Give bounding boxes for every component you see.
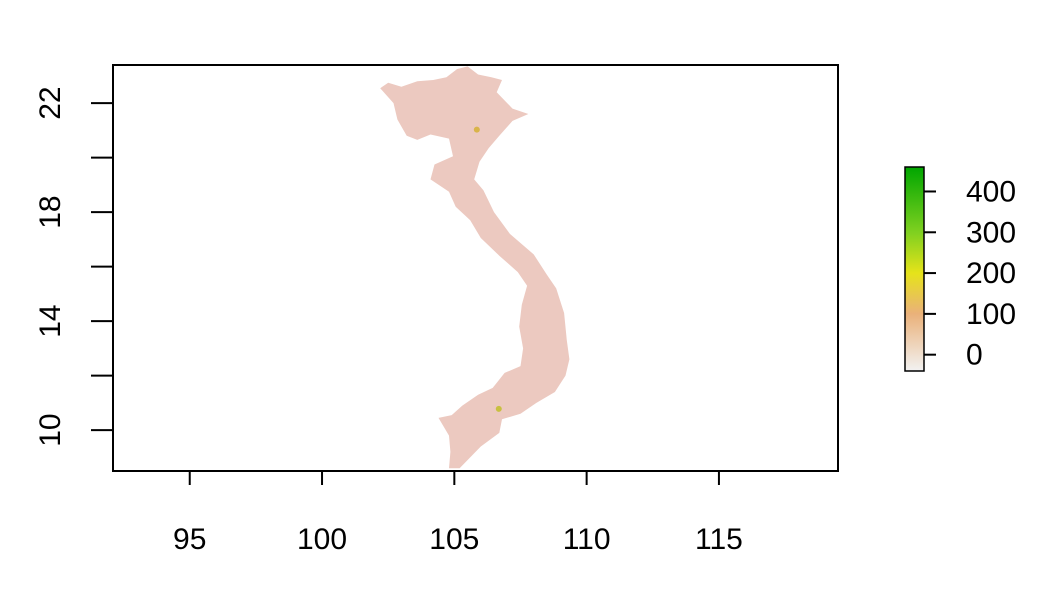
legend-tick-label: 100: [966, 298, 1016, 331]
x-axis: 95 100 105 110 115: [173, 471, 743, 556]
raster-layer: [380, 66, 570, 469]
color-legend: 0 100 200 300 400: [904, 166, 1016, 372]
raster-hotspot: [495, 405, 502, 412]
legend-tick-label: 0: [966, 339, 983, 372]
x-tick-label: 100: [297, 523, 347, 556]
x-tick-label: 110: [563, 523, 611, 556]
legend-tick-label: 300: [966, 216, 1016, 249]
x-tick-label: 115: [695, 523, 743, 556]
raster-region: [380, 66, 570, 469]
legend-ticks: 0 100 200 300 400: [924, 175, 1016, 372]
plot-frame: [112, 64, 839, 472]
y-tick-label: 18: [34, 195, 67, 228]
raster-hotspot: [473, 126, 480, 133]
legend-tick-label: 400: [966, 175, 1016, 208]
x-tick-label: 105: [429, 523, 479, 556]
y-tick-label: 10: [34, 413, 67, 446]
legend-tick-label: 200: [966, 257, 1016, 290]
y-tick-label: 14: [34, 304, 67, 337]
legend-colorbar: [904, 166, 925, 372]
x-tick-label: 95: [173, 523, 206, 556]
y-axis: 10 14 18 22: [34, 86, 113, 447]
y-tick-label: 22: [34, 86, 67, 119]
